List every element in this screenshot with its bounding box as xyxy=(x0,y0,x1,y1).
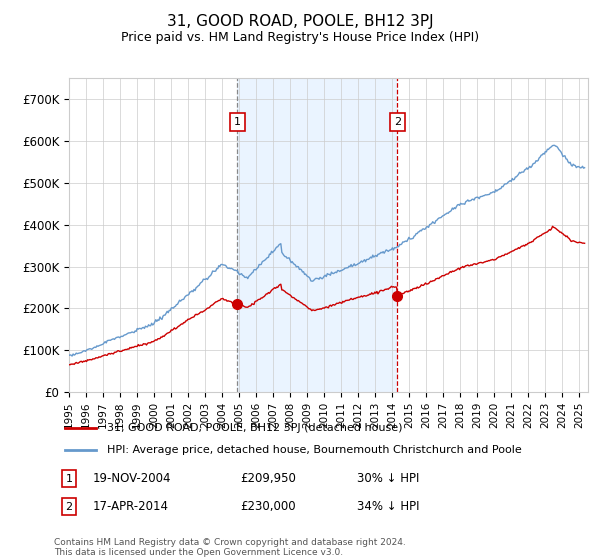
Text: Contains HM Land Registry data © Crown copyright and database right 2024.
This d: Contains HM Land Registry data © Crown c… xyxy=(54,538,406,557)
Text: 1: 1 xyxy=(233,117,241,127)
Text: HPI: Average price, detached house, Bournemouth Christchurch and Poole: HPI: Average price, detached house, Bour… xyxy=(107,445,521,455)
Text: Price paid vs. HM Land Registry's House Price Index (HPI): Price paid vs. HM Land Registry's House … xyxy=(121,31,479,44)
Text: 1: 1 xyxy=(65,474,73,484)
Bar xyxy=(237,78,397,392)
Text: 19-NOV-2004: 19-NOV-2004 xyxy=(93,472,172,486)
Text: 34% ↓ HPI: 34% ↓ HPI xyxy=(357,500,419,514)
Text: £230,000: £230,000 xyxy=(240,500,296,514)
Text: 31, GOOD ROAD, POOLE, BH12 3PJ (detached house): 31, GOOD ROAD, POOLE, BH12 3PJ (detached… xyxy=(107,423,403,433)
Text: 17-APR-2014: 17-APR-2014 xyxy=(93,500,169,514)
Text: £209,950: £209,950 xyxy=(240,472,296,486)
Text: 30% ↓ HPI: 30% ↓ HPI xyxy=(357,472,419,486)
Text: 2: 2 xyxy=(394,117,401,127)
Text: 31, GOOD ROAD, POOLE, BH12 3PJ: 31, GOOD ROAD, POOLE, BH12 3PJ xyxy=(167,14,433,29)
Text: 2: 2 xyxy=(65,502,73,512)
